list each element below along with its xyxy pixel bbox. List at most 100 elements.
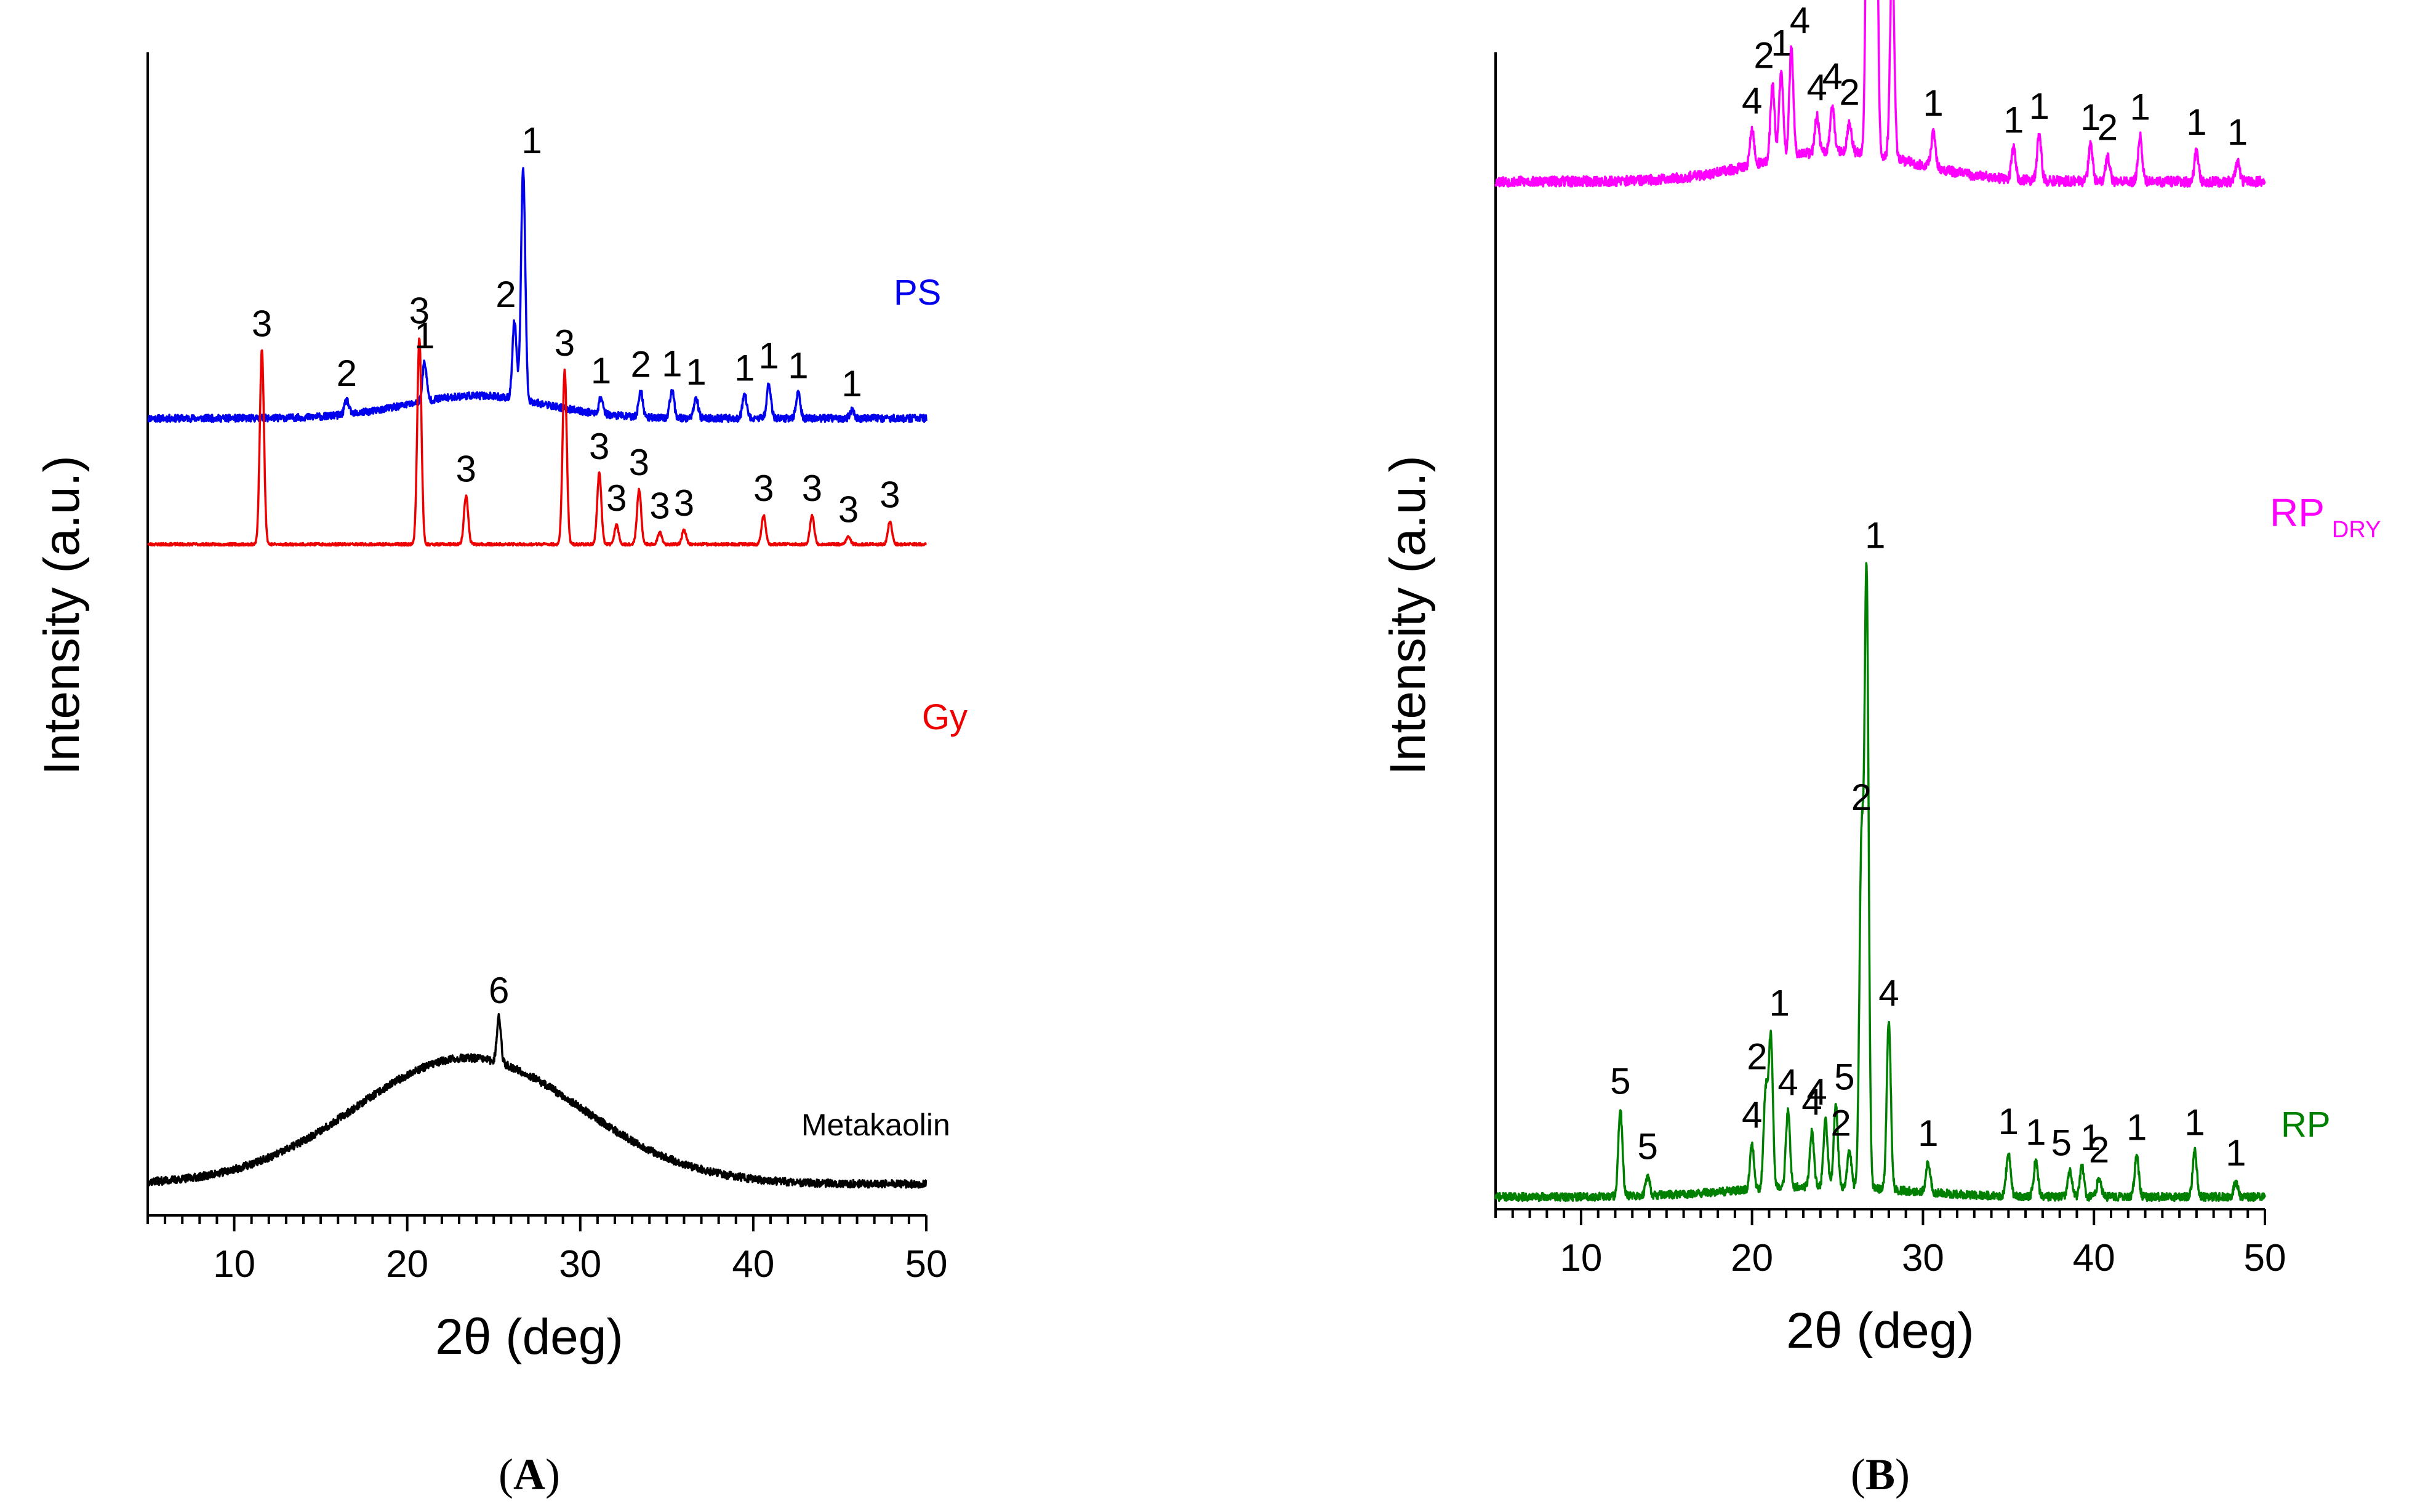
panel-b-peak-labels: 421444221411112111RPDRY55421444522141115…: [1610, 0, 2381, 1174]
peak-label: 4: [1807, 67, 1827, 108]
peak-label: 2: [337, 353, 357, 394]
peak-label: 5: [2051, 1122, 2072, 1163]
peak-label: 1: [1865, 515, 1885, 556]
series-name-rp: RP: [2281, 1105, 2331, 1145]
peak-label: 1: [2186, 102, 2206, 143]
peak-label: 2: [2097, 106, 2118, 148]
peak-label: 1: [662, 343, 682, 385]
peak-label: 4: [1790, 0, 1810, 41]
x-tick-label: 20: [1731, 1237, 1773, 1279]
panel-a-y-axis-label: Intensity (a.u.): [34, 455, 90, 775]
peak-label: 6: [489, 970, 509, 1011]
peak-label: 3: [674, 482, 694, 524]
peak-label: 1: [2126, 1107, 2147, 1148]
x-tick-label: 30: [1902, 1237, 1944, 1279]
peak-label: 2: [1753, 34, 1774, 76]
peak-label: 3: [252, 303, 272, 344]
peak-label: 1: [2003, 100, 2024, 141]
peak-label: 3: [456, 449, 476, 490]
peak-label: 5: [1638, 1126, 1658, 1167]
x-tick-label: 50: [905, 1243, 948, 1286]
peak-label: 4: [1742, 1095, 1762, 1136]
peak-label: 1: [2080, 97, 2101, 138]
x-tick-label: 40: [732, 1243, 774, 1286]
peak-label: 1: [788, 345, 808, 386]
peak-label: 1: [841, 363, 862, 404]
peak-label: 5: [1834, 1057, 1854, 1098]
peak-label: 2: [1830, 1102, 1851, 1143]
peak-label: 1: [521, 120, 542, 161]
peak-label: 1: [759, 335, 779, 377]
peak-label: 4: [1806, 1071, 1827, 1113]
peak-label: 1: [1771, 23, 1791, 64]
panel-a-x-axis-label: 2θ (deg): [435, 1309, 623, 1365]
series-line-gy: [146, 337, 928, 547]
series-line-rp-dry: [1494, 0, 2266, 188]
series-line-ps: [146, 167, 928, 423]
series-name-gy: Gy: [922, 697, 968, 737]
x-tick-label: 10: [213, 1243, 255, 1286]
peak-label: 2: [1851, 777, 1872, 818]
panel-b-axes: 10 20 30 40 50: [1494, 52, 2286, 1279]
peak-label: 1: [1769, 982, 1790, 1023]
x-tick-label: 50: [2244, 1237, 2286, 1279]
x-tick-label: 30: [559, 1243, 601, 1286]
peak-label: 4: [1878, 973, 1899, 1014]
peak-label: 2: [1839, 71, 1859, 113]
peak-label: 4: [1742, 80, 1762, 121]
peak-label: 1: [591, 350, 611, 391]
peak-label: 1: [686, 351, 706, 393]
panel-b-caption-letter: B: [1865, 1450, 1895, 1499]
panel-b-x-axis-label: 2θ (deg): [1786, 1303, 1974, 1359]
peak-label: 2: [2089, 1129, 2109, 1170]
panel-a-caption-letter: A: [513, 1450, 545, 1499]
panel-a-series: [146, 167, 928, 1189]
peak-label: 1: [2029, 86, 2049, 127]
peak-label: 2: [1747, 1036, 1767, 1078]
peak-label: 3: [606, 478, 627, 519]
series-name-ps: PS: [894, 273, 941, 313]
peak-label: 3: [879, 474, 900, 516]
x-tick-label: 40: [2073, 1237, 2115, 1279]
x-tick-label: 20: [386, 1243, 428, 1286]
series-line-metakaolin: [146, 1013, 928, 1189]
peak-label: 3: [629, 442, 649, 483]
peak-label: 3: [649, 485, 670, 526]
panel-a-axes: 10 20 30 40 50: [146, 52, 948, 1286]
peak-label: 3: [753, 468, 774, 509]
series-line-rp: [1494, 562, 2266, 1202]
peak-label: 3: [589, 426, 609, 467]
peak-label: 5: [1610, 1060, 1630, 1102]
peak-label: 3: [838, 489, 859, 530]
panel-b-y-axis-label: Intensity (a.u.): [1380, 455, 1436, 775]
peak-label: 1: [2080, 1117, 2101, 1158]
peak-label: 4: [1777, 1062, 1798, 1103]
peak-label: 1: [414, 315, 435, 356]
panel-b-series: [1494, 0, 2266, 1202]
peak-label: 3: [555, 322, 575, 364]
peak-label: 1: [734, 348, 755, 389]
panel-a-caption: (A): [499, 1450, 560, 1499]
peak-label: 3: [802, 468, 822, 509]
x-tick-label: 10: [1560, 1237, 1602, 1279]
panel-b-caption: (B): [1851, 1450, 1910, 1499]
peak-label: 1: [2226, 1132, 2246, 1174]
peak-label: 2: [495, 274, 516, 315]
series-name-subscript: DRY: [2332, 517, 2381, 543]
peak-label: 1: [2025, 1111, 2046, 1153]
peak-label: 2: [630, 343, 651, 385]
peak-label: 1: [1918, 1113, 1938, 1154]
peak-label: 1: [2227, 112, 2248, 153]
series-name-metakaolin: Metakaolin: [801, 1108, 950, 1142]
peak-label: 4: [1801, 1082, 1822, 1123]
peak-label: 4: [1822, 56, 1843, 97]
peak-label: 1: [1998, 1101, 2019, 1142]
peak-label: 1: [1923, 82, 1943, 124]
peak-label: 1: [2130, 86, 2150, 127]
peak-label: 1: [2184, 1102, 2205, 1143]
peak-label: 3: [409, 290, 430, 331]
